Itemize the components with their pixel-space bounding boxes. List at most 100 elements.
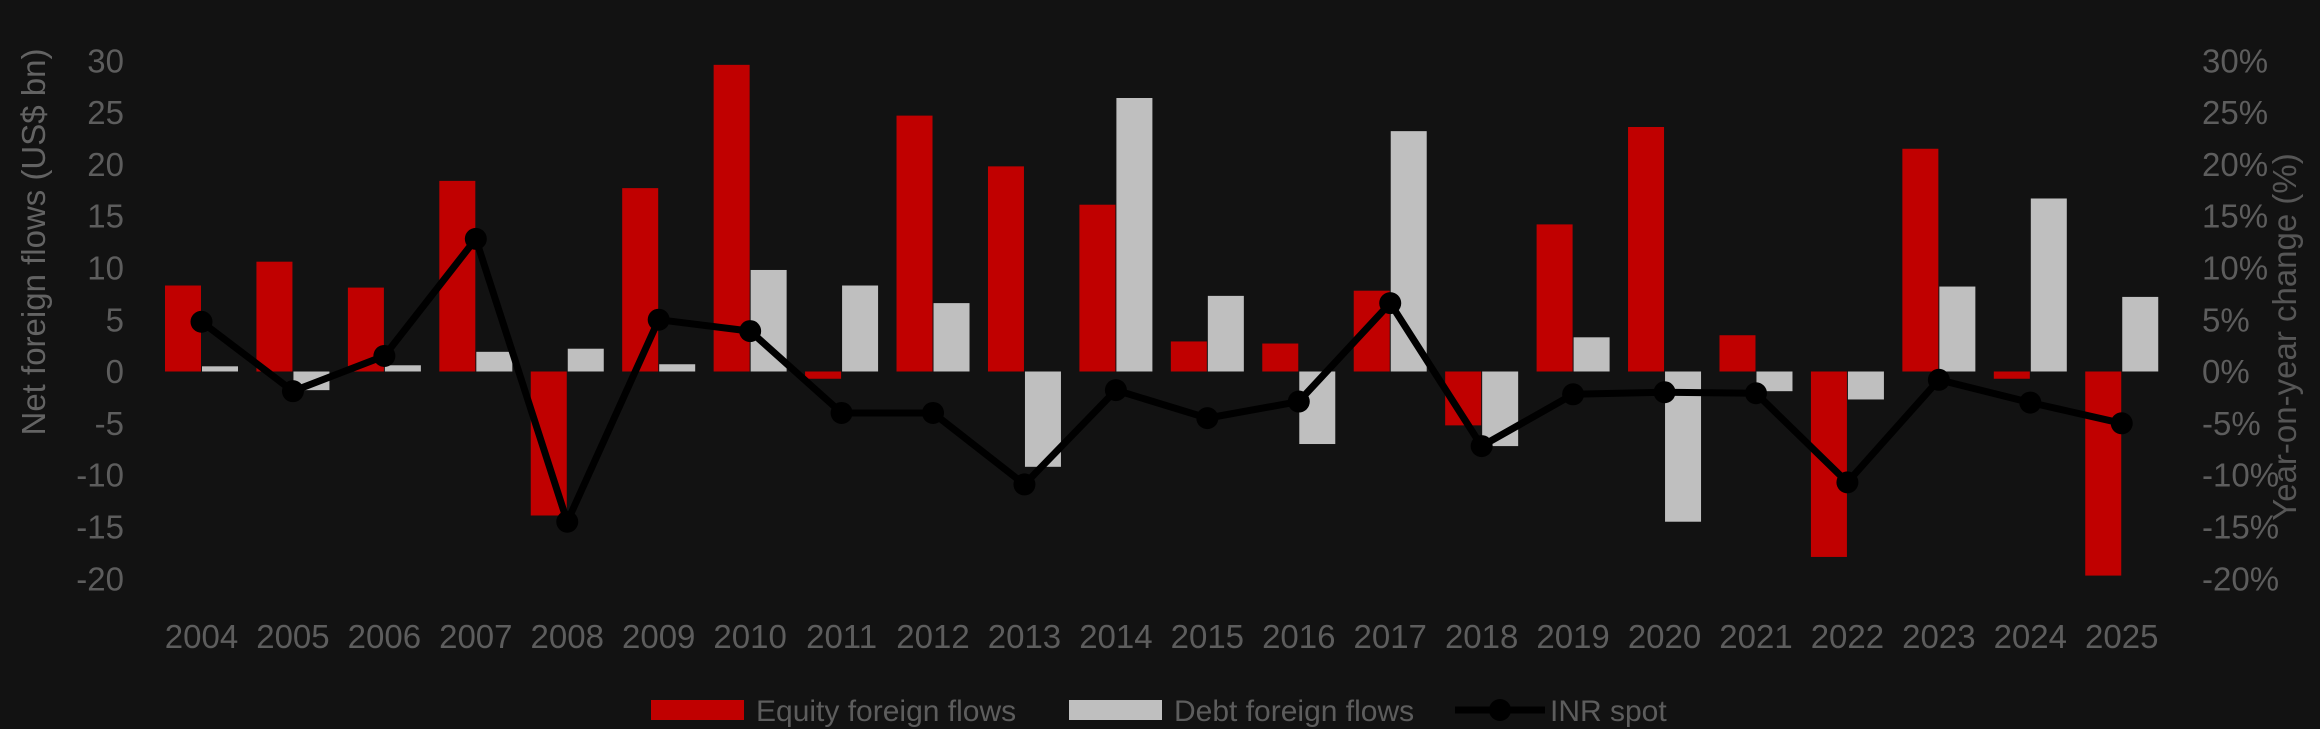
bar-debt-2014: [1116, 97, 1153, 372]
year-label-2014: 2014: [1079, 618, 1152, 655]
bar-equity-2013: [987, 166, 1024, 372]
year-label-2025: 2025: [2085, 618, 2158, 655]
left-axis-tick-0: 0: [106, 353, 124, 390]
right-axis-tick--10: -10%: [2202, 457, 2279, 494]
bar-equity-2025: [2085, 371, 2122, 576]
bar-debt-2023: [1939, 286, 1976, 372]
right-axis-tick-5: 5%: [2202, 301, 2250, 338]
right-axis-tick--15: -15%: [2202, 508, 2279, 545]
year-label-2009: 2009: [622, 618, 695, 655]
year-label-2008: 2008: [531, 618, 604, 655]
point-inr-spot-2011: [830, 401, 853, 424]
point-inr-spot-2021: [1744, 382, 1767, 405]
right-axis-tick-0: 0%: [2202, 353, 2250, 390]
point-inr-spot-2017: [1379, 292, 1402, 315]
year-label-2023: 2023: [1902, 618, 1975, 655]
bar-debt-2025: [2122, 296, 2159, 372]
point-inr-spot-2013: [1013, 473, 1036, 496]
bar-equity-2014: [1079, 204, 1116, 372]
point-inr-spot-2015: [1196, 407, 1219, 430]
point-inr-spot-2022: [1836, 471, 1859, 494]
bar-equity-2009: [622, 188, 659, 372]
bar-equity-2012: [896, 115, 933, 372]
left-axis-tick--15: -15: [76, 508, 124, 545]
left-axis-tick-30: 30: [87, 42, 124, 79]
legend-label-debt: Debt foreign flows: [1174, 695, 1414, 728]
year-label-2006: 2006: [348, 618, 421, 655]
year-label-2022: 2022: [1811, 618, 1884, 655]
bar-equity-2023: [1902, 148, 1939, 372]
legend-swatch-inr-marker: [1489, 699, 1511, 721]
bar-debt-2012: [933, 303, 970, 372]
point-inr-spot-2009: [647, 308, 670, 331]
legend-swatch-equity: [651, 700, 744, 720]
point-inr-spot-2016: [1287, 390, 1310, 413]
legend-label-equity: Equity foreign flows: [756, 695, 1016, 728]
left-axis-tick-15: 15: [87, 198, 124, 235]
point-inr-spot-2014: [1104, 379, 1127, 402]
bar-equity-2020: [1628, 127, 1665, 372]
bar-equity-2021: [1719, 335, 1756, 372]
left-axis-tick-5: 5: [106, 301, 124, 338]
bar-debt-2011: [842, 285, 879, 372]
point-inr-spot-2008: [556, 510, 579, 533]
year-label-2015: 2015: [1171, 618, 1244, 655]
bar-debt-2021: [1756, 371, 1793, 392]
year-label-2019: 2019: [1536, 618, 1609, 655]
right-axis-tick-10: 10%: [2202, 249, 2268, 286]
year-label-2024: 2024: [1994, 618, 2067, 655]
year-label-2017: 2017: [1354, 618, 1427, 655]
point-inr-spot-2004: [190, 310, 213, 333]
year-label-2020: 2020: [1628, 618, 1701, 655]
year-label-2018: 2018: [1445, 618, 1518, 655]
left-axis-tick--10: -10: [76, 457, 124, 494]
bar-equity-2019: [1536, 224, 1573, 372]
point-inr-spot-2025: [2110, 412, 2133, 435]
left-axis-tick--5: -5: [95, 405, 124, 442]
bar-debt-2008: [567, 348, 604, 372]
point-inr-spot-2018: [1470, 435, 1493, 458]
bar-debt-2006: [384, 365, 421, 372]
point-inr-spot-2023: [1927, 368, 1950, 391]
point-inr-spot-2024: [2019, 391, 2042, 414]
right-axis-tick--5: -5%: [2202, 405, 2261, 442]
bar-equity-2010: [713, 64, 750, 372]
left-axis-tick--20: -20: [76, 560, 124, 597]
right-axis-tick-15: 15%: [2202, 198, 2268, 235]
year-label-2016: 2016: [1262, 618, 1335, 655]
bar-equity-2015: [1170, 341, 1207, 372]
bar-debt-2007: [476, 351, 513, 372]
right-axis-tick-30: 30%: [2202, 42, 2268, 79]
bar-equity-2005: [256, 261, 293, 372]
bar-equity-2016: [1262, 343, 1299, 372]
year-label-2021: 2021: [1719, 618, 1792, 655]
year-label-2013: 2013: [988, 618, 1061, 655]
point-inr-spot-2019: [1562, 383, 1585, 406]
bar-debt-2024: [2030, 198, 2067, 372]
bar-debt-2009: [659, 364, 696, 372]
bar-debt-2015: [1207, 295, 1244, 372]
year-label-2004: 2004: [165, 618, 238, 655]
point-inr-spot-2010: [739, 320, 762, 343]
point-inr-spot-2012: [922, 401, 945, 424]
left-axis-tick-25: 25: [87, 94, 124, 131]
right-axis-title: Year-on-year change (%): [2266, 153, 2303, 520]
legend-label-inr: INR spot: [1550, 695, 1667, 728]
year-label-2007: 2007: [439, 618, 512, 655]
left-axis-tick-10: 10: [87, 249, 124, 286]
left-axis-tick-20: 20: [87, 146, 124, 183]
bar-equity-2024: [1993, 371, 2030, 379]
year-label-2012: 2012: [896, 618, 969, 655]
right-axis-tick-20: 20%: [2202, 146, 2268, 183]
year-label-2005: 2005: [256, 618, 329, 655]
bar-debt-2019: [1573, 337, 1610, 372]
left-axis-title: Net foreign flows (US$ bn): [15, 49, 52, 436]
line-inr-spot: [199, 235, 2123, 526]
point-inr-spot-2006: [373, 344, 396, 367]
year-label-2010: 2010: [713, 618, 786, 655]
year-label-2011: 2011: [806, 618, 877, 655]
point-inr-spot-2007: [464, 227, 487, 250]
bar-debt-2022: [1847, 371, 1884, 400]
